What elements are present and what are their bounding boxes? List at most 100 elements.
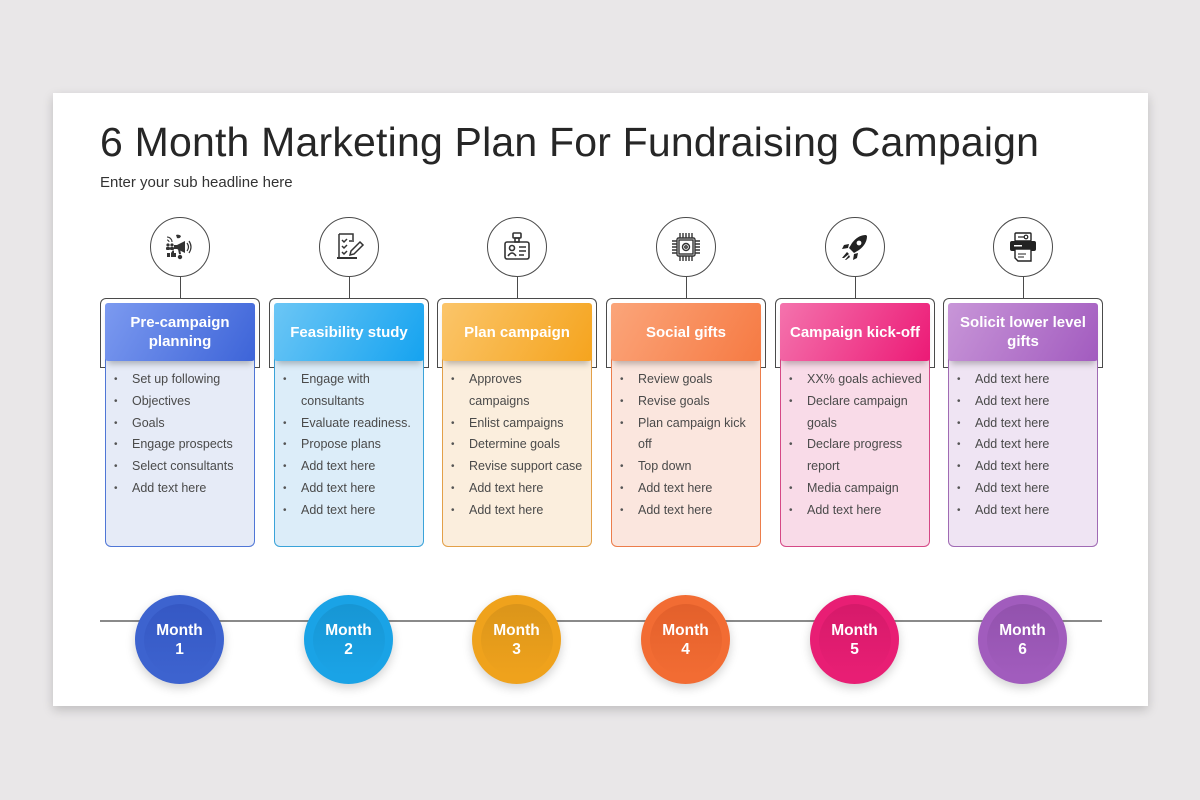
phase-header-label: Feasibility study [290,323,408,341]
plan-column-1: Pre-campaign planning Set up followingOb… [100,217,260,684]
header-bracket [775,298,935,368]
phase-header-label: Social gifts [645,323,727,341]
connector-stem [854,277,856,298]
slide-title: 6 Month Marketing Plan For Fundraising C… [100,119,1040,165]
task-item: Add text here [275,456,423,478]
icon-circle [319,217,379,277]
phase-body: Engage with consultantsEvaluate readines… [274,347,424,547]
task-item: Select consultants [106,456,254,478]
task-item: Set up following [106,369,254,391]
task-item: Plan campaign kick off [612,413,760,457]
connector-stem [516,277,518,298]
connector-stem [348,277,350,298]
plan-column-4: Social gifts Review goalsRevise goalsPla… [606,217,766,684]
month-label: Month [831,621,878,639]
plan-column-3: Plan campaign Approves campaignsEnlist c… [437,217,597,684]
task-item: Evaluate readiness. [275,413,423,435]
plan-column-2: Feasibility study Engage with consultant… [269,217,429,684]
month-badge: Month 1 [135,595,224,684]
task-item: Add text here [949,391,1097,413]
month-badge-inner: Month 4 [649,603,722,676]
icon-circle [656,217,716,277]
task-item: Top down [612,456,760,478]
month-number: 3 [512,640,521,658]
task-item: Add text here [949,413,1097,435]
task-list: Review goalsRevise goalsPlan campaign ki… [612,369,760,522]
phase-header: Plan campaign [442,303,592,361]
month-badge-inner: Month 6 [986,603,1059,676]
task-item: Review goals [612,369,760,391]
month-badge: Month 2 [304,595,393,684]
plan-column-5: Campaign kick-off XX% goals achievedDecl… [775,217,935,684]
phase-header-label: Campaign kick-off [789,323,921,341]
task-item: Add text here [275,500,423,522]
slide: 6 Month Marketing Plan For Fundraising C… [53,93,1148,706]
icon-circle [150,217,210,277]
timeline-line [100,620,1102,622]
task-item: Revise goals [612,391,760,413]
task-item: Media campaign [781,478,929,500]
phase-body: Review goalsRevise goalsPlan campaign ki… [611,347,761,547]
task-item: Add text here [443,500,591,522]
task-list: Set up followingObjectivesGoalsEngage pr… [106,369,254,500]
phase-body: XX% goals achievedDeclare campaign goals… [780,347,930,547]
connector-stem [685,277,687,298]
task-item: Add text here [106,478,254,500]
connector-stem [1022,277,1024,298]
task-item: Goals [106,413,254,435]
rocket-icon [842,235,867,260]
icon-circle [825,217,885,277]
month-badge: Month 4 [641,595,730,684]
task-item: Add text here [949,434,1097,456]
month-badge-inner: Month 1 [143,603,216,676]
task-item: Approves campaigns [443,369,591,413]
phase-header-label: Pre-campaign planning [130,314,230,350]
task-item: Declare progress report [781,434,929,478]
month-badge-inner: Month 5 [818,603,891,676]
plan-column-6: Solicit lower level gifts Add text hereA… [943,217,1103,684]
task-item: Add text here [781,500,929,522]
slide-subtitle: Enter your sub headline here [100,174,293,191]
month-badge-inner: Month 2 [312,603,385,676]
task-list: Add text hereAdd text hereAdd text hereA… [949,369,1097,522]
task-item: Add text here [612,500,760,522]
month-number: 4 [681,640,690,658]
megaphone-social-icon [166,234,192,260]
task-item: Engage prospects [106,434,254,456]
task-list: XX% goals achievedDeclare campaign goals… [781,369,929,522]
task-item: Add text here [949,500,1097,522]
task-item: Engage with consultants [275,369,423,413]
task-item: Determine goals [443,434,591,456]
phase-body: Set up followingObjectivesGoalsEngage pr… [105,347,255,547]
task-item: Enlist campaigns [443,413,591,435]
task-list: Engage with consultantsEvaluate readines… [275,369,423,522]
phase-header: Campaign kick-off [780,303,930,361]
icon-circle [487,217,547,277]
task-item: Declare campaign goals [781,391,929,435]
phase-header: Feasibility study [274,303,424,361]
header-bracket [269,298,429,368]
printer-key-icon [1010,232,1036,262]
checklist-pen-icon [337,233,365,259]
task-item: XX% goals achieved [781,369,929,391]
connector-stem [179,277,181,298]
month-label: Month [325,621,372,639]
month-number: 2 [344,640,353,658]
month-badge: Month 5 [810,595,899,684]
id-badge-icon [504,232,530,260]
task-item: Add text here [612,478,760,500]
phase-header: Social gifts [611,303,761,361]
phase-body: Approves campaignsEnlist campaignsDeterm… [442,347,592,547]
month-number: 1 [175,640,184,658]
header-bracket [943,298,1103,368]
task-item: Add text here [443,478,591,500]
task-item: Revise support case [443,456,591,478]
task-item: Add text here [275,478,423,500]
month-number: 6 [1018,640,1027,658]
task-item: Objectives [106,391,254,413]
header-bracket [100,298,260,368]
phase-header-label: Solicit lower level gifts [960,314,1086,350]
phase-header: Solicit lower level gifts [948,303,1098,361]
task-item: Add text here [949,456,1097,478]
month-number: 5 [850,640,859,658]
